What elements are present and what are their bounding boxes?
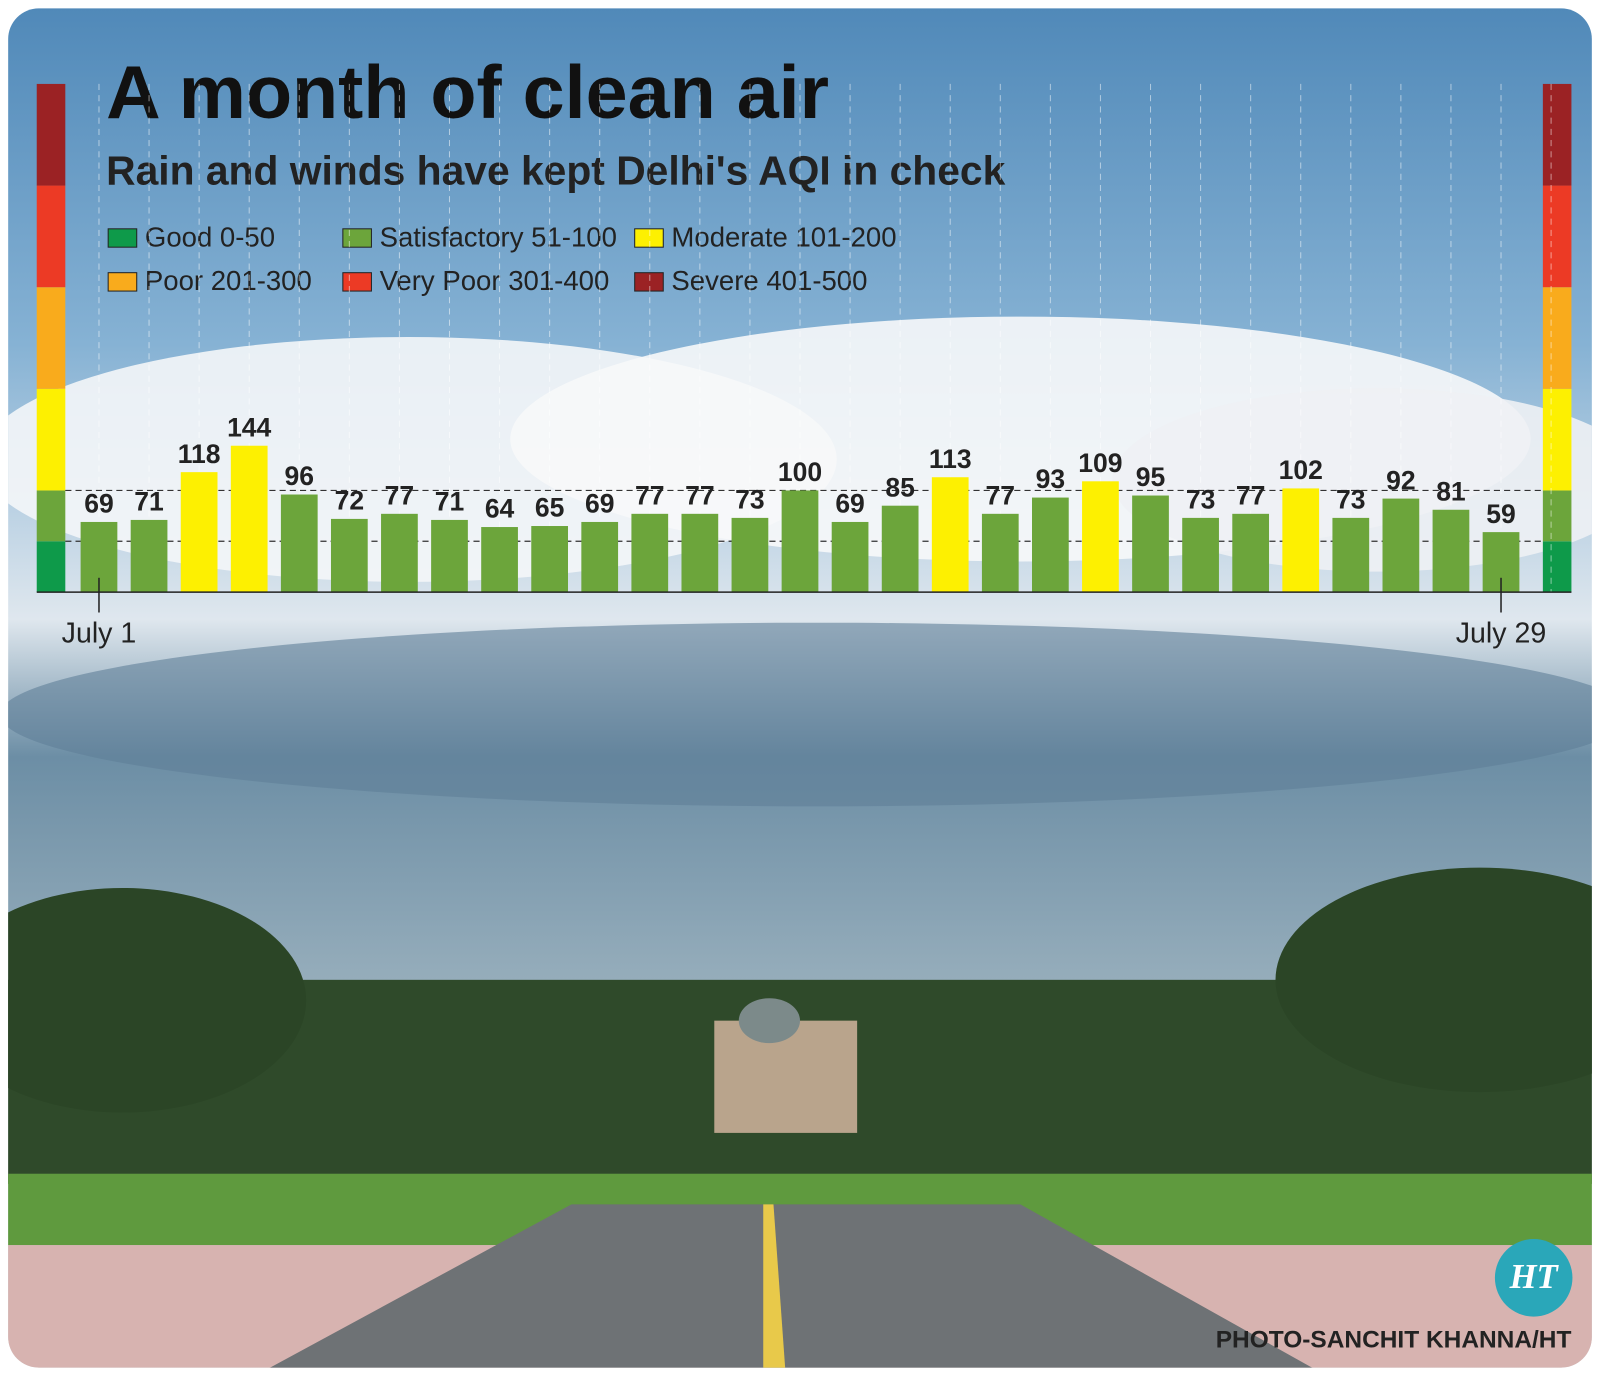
value-label: 109 xyxy=(1078,448,1122,478)
scale-band xyxy=(36,83,66,186)
value-label: 77 xyxy=(385,481,415,511)
bar xyxy=(130,519,168,593)
scale-band xyxy=(1542,388,1572,491)
x-tick-label: July 29 xyxy=(1456,617,1547,649)
bar xyxy=(1332,517,1370,593)
legend-swatch xyxy=(634,228,664,248)
bar xyxy=(1082,481,1119,593)
bar xyxy=(1282,488,1320,593)
chart-title: A month of clean air xyxy=(106,51,829,135)
legend-swatch xyxy=(634,272,664,292)
bar xyxy=(1432,509,1470,593)
value-label: 92 xyxy=(1386,465,1416,495)
value-label: 144 xyxy=(227,412,271,442)
value-label: 93 xyxy=(1036,464,1066,494)
bar xyxy=(381,513,418,593)
bar xyxy=(431,519,468,593)
scale-band xyxy=(36,490,66,542)
bar xyxy=(531,526,569,593)
value-label: 77 xyxy=(1236,481,1266,511)
chart-subtitle: Rain and winds have kept Delhi's AQI in … xyxy=(106,147,1005,193)
legend-swatch xyxy=(342,228,372,248)
value-label: 95 xyxy=(1136,462,1166,492)
legend-label: Moderate 101-200 xyxy=(671,221,896,252)
logo: HT xyxy=(1509,1257,1560,1296)
value-label: 77 xyxy=(635,481,665,511)
bar xyxy=(230,445,268,593)
bar xyxy=(581,521,619,593)
value-label: 77 xyxy=(685,481,714,511)
bar xyxy=(1182,517,1219,593)
value-label: 65 xyxy=(535,493,565,523)
bar xyxy=(330,518,368,593)
bar xyxy=(831,521,869,593)
scale-band xyxy=(36,388,66,491)
value-label: 77 xyxy=(986,481,1016,511)
value-label: 59 xyxy=(1486,499,1516,529)
value-label: 71 xyxy=(435,487,465,517)
value-label: 85 xyxy=(885,472,915,502)
bar xyxy=(631,513,669,593)
legend-label: Very Poor 301-400 xyxy=(380,265,610,296)
value-label: 69 xyxy=(84,489,113,519)
scale-band xyxy=(1542,185,1572,288)
bar xyxy=(731,517,769,593)
value-label: 113 xyxy=(929,444,972,474)
bar xyxy=(1382,498,1420,593)
value-label: 102 xyxy=(1279,455,1323,485)
scale-band xyxy=(1542,541,1572,593)
scale-band xyxy=(36,541,66,593)
bar xyxy=(881,505,919,593)
bar xyxy=(1031,497,1069,593)
value-label: 96 xyxy=(285,461,315,491)
value-label: 81 xyxy=(1436,476,1466,506)
logo-badge xyxy=(1494,1239,1573,1317)
bar xyxy=(981,513,1019,593)
value-label: 69 xyxy=(585,489,615,519)
bar xyxy=(481,527,518,593)
bar xyxy=(681,513,719,593)
value-label: 118 xyxy=(178,439,221,469)
scale-band xyxy=(1542,490,1572,542)
legend-swatch xyxy=(107,228,138,248)
scale-band xyxy=(1542,287,1572,389)
value-label: 73 xyxy=(1186,485,1216,515)
x-tick-label: July 1 xyxy=(62,617,137,649)
value-label: 100 xyxy=(778,457,822,487)
scale-band xyxy=(1542,83,1572,186)
legend-swatch xyxy=(107,272,138,292)
bar xyxy=(280,494,318,593)
value-label: 73 xyxy=(735,485,764,515)
value-label: 73 xyxy=(1336,485,1366,515)
legend-label: Satisfactory 51-100 xyxy=(380,221,617,252)
legend-label: Good 0-50 xyxy=(145,221,275,252)
bar xyxy=(1232,513,1270,593)
bar xyxy=(781,490,819,593)
value-label: 71 xyxy=(134,487,164,517)
scale-band xyxy=(36,185,66,288)
bar xyxy=(1132,495,1169,593)
legend-label: Severe 401-500 xyxy=(671,265,867,296)
photo-credit: PHOTO-SANCHIT KHANNA/HT xyxy=(1216,1327,1572,1354)
bar xyxy=(931,477,969,593)
value-label: 64 xyxy=(485,494,515,524)
legend-label: Poor 201-300 xyxy=(145,265,312,296)
legend-swatch xyxy=(342,272,372,292)
value-label: 72 xyxy=(335,486,365,516)
scale-band xyxy=(36,287,66,389)
bar xyxy=(180,472,218,593)
value-label: 69 xyxy=(835,489,864,519)
